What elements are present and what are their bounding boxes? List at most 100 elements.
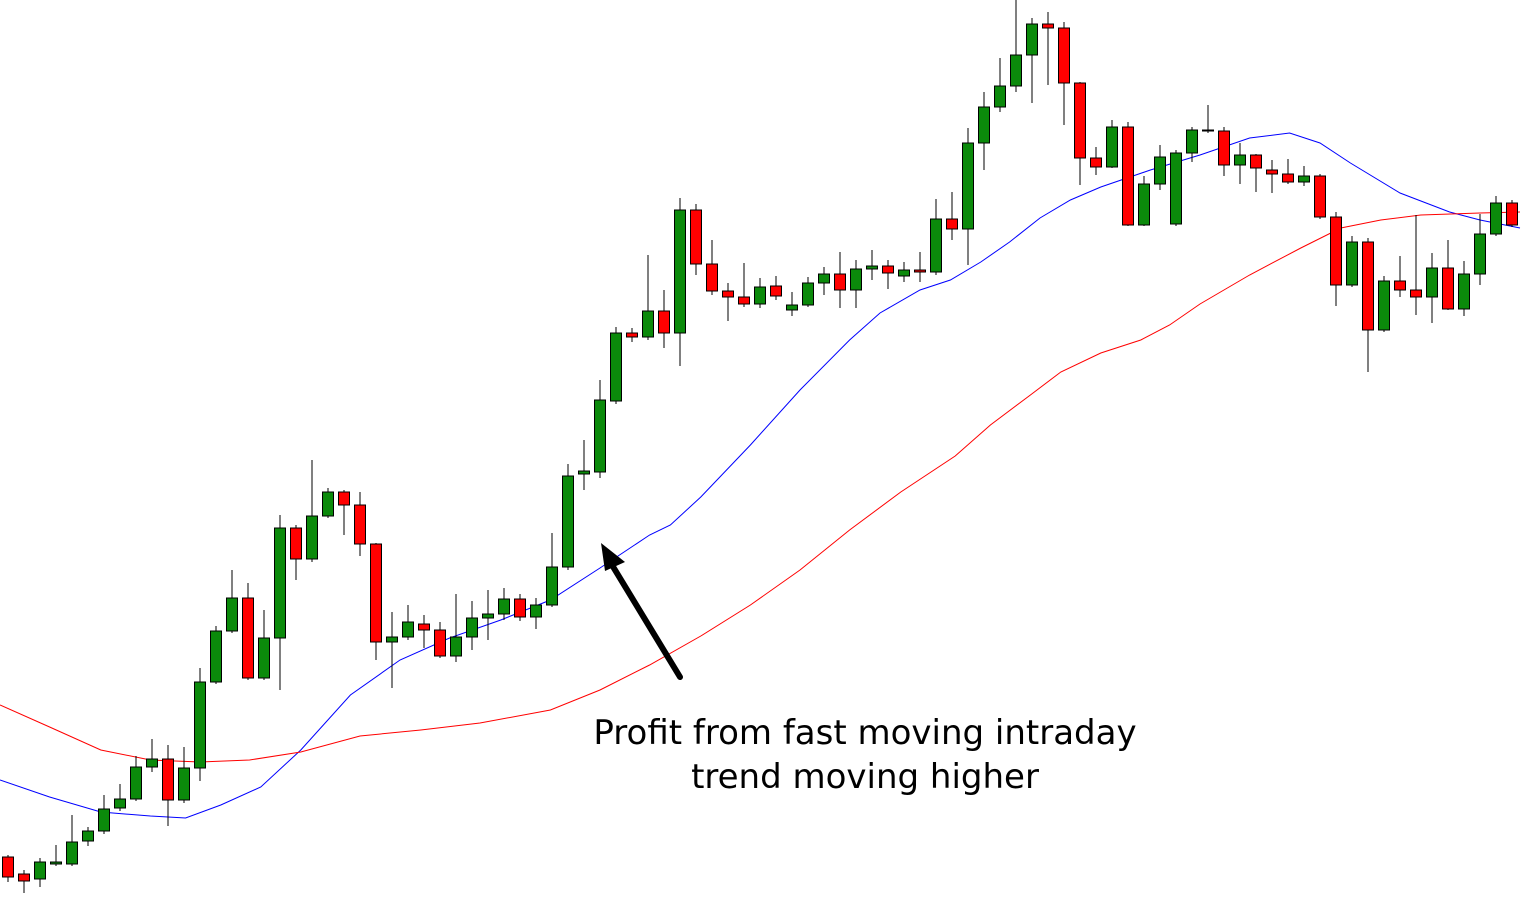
candle-body <box>66 841 78 865</box>
candle-body <box>1090 157 1102 168</box>
candle-body <box>1266 169 1278 175</box>
candle-body <box>530 604 542 618</box>
candle-body <box>1154 156 1166 185</box>
candle-body <box>1330 216 1342 286</box>
candle-body <box>1346 241 1358 286</box>
candle-body <box>210 630 222 683</box>
candle-body <box>1250 154 1262 169</box>
candle-body <box>290 527 302 560</box>
annotation: trend moving higher <box>691 757 1039 797</box>
candle-body <box>978 106 990 144</box>
candle-body <box>1218 130 1230 166</box>
candle-body <box>338 491 350 506</box>
moving-average-line <box>0 132 1521 819</box>
moving-averages <box>0 132 1521 819</box>
candle-body <box>818 273 830 284</box>
candle-body <box>50 861 62 865</box>
candle-body <box>2 856 14 878</box>
candle-body <box>610 332 622 402</box>
candle-body <box>1058 27 1070 84</box>
candle-body <box>1490 202 1502 235</box>
candle-body <box>114 798 126 809</box>
candle-body <box>802 282 814 306</box>
candle-body <box>834 273 846 291</box>
candle-body <box>1378 280 1390 331</box>
candle-body <box>594 399 606 473</box>
candle-body <box>706 263 718 292</box>
candle-body <box>1314 175 1326 218</box>
candle-body <box>658 310 670 334</box>
candle-body <box>418 623 430 631</box>
candle-body <box>18 873 30 882</box>
candle-body <box>786 304 798 311</box>
candle-body <box>1010 54 1022 87</box>
candle-body <box>322 491 334 517</box>
candle-body <box>946 218 958 230</box>
candle-body <box>1474 233 1486 275</box>
candle-body <box>930 218 942 273</box>
candle-body <box>194 681 206 769</box>
candle-body <box>1106 126 1118 168</box>
candles <box>2 0 1518 893</box>
arrow-head <box>601 543 625 571</box>
candle-body <box>690 209 702 265</box>
candle-body <box>354 504 366 545</box>
candle-body <box>1122 126 1134 226</box>
candle-body <box>1282 173 1294 183</box>
candle-body <box>306 515 318 560</box>
candle-body <box>738 296 750 305</box>
candle-body <box>1202 129 1214 132</box>
candle-body <box>482 613 494 619</box>
candle-body <box>1442 267 1454 310</box>
candle-body <box>1410 289 1422 298</box>
candle-body <box>146 758 158 768</box>
candle-body <box>498 598 510 615</box>
candle-body <box>546 566 558 606</box>
candle-body <box>258 637 270 679</box>
candle-body <box>386 636 398 643</box>
candle-body <box>226 597 238 632</box>
annotation: Profit from fast moving intraday <box>593 713 1136 753</box>
candle-body <box>626 332 638 338</box>
candle-body <box>722 290 734 298</box>
candle-body <box>882 265 894 274</box>
candle-body <box>1426 267 1438 298</box>
candle-body <box>578 470 590 475</box>
candle-body <box>1298 175 1310 183</box>
candle-body <box>898 269 910 277</box>
candle-body <box>370 543 382 643</box>
candle-body <box>1186 129 1198 154</box>
candle-body <box>162 758 174 801</box>
candle-body <box>1458 273 1470 310</box>
candle-body <box>642 310 654 338</box>
candle-body <box>770 285 782 297</box>
candle-body <box>1074 82 1086 159</box>
candle-body <box>1026 23 1038 56</box>
candle-body <box>1042 23 1054 29</box>
candle-body <box>1234 154 1246 166</box>
candle-body <box>914 269 926 273</box>
candle-body <box>34 861 46 880</box>
candle-body <box>962 142 974 230</box>
candle-body <box>1506 202 1518 226</box>
candle-body <box>178 767 190 801</box>
candle-body <box>242 597 254 679</box>
candle-body <box>674 209 686 334</box>
candle-body <box>98 808 110 832</box>
candle-body <box>1170 152 1182 225</box>
candle-body <box>82 830 94 842</box>
candle-body <box>754 286 766 305</box>
candle-body <box>1138 183 1150 226</box>
candle-body <box>994 85 1006 108</box>
candle-body <box>130 766 142 800</box>
candle-body <box>866 265 878 270</box>
moving-average-line <box>0 211 1521 763</box>
candle-body <box>274 527 286 639</box>
arrow-shaft <box>609 562 683 680</box>
candle-body <box>850 268 862 291</box>
candle-body <box>1362 241 1374 331</box>
candle-body <box>434 629 446 657</box>
candle-body <box>1394 280 1406 291</box>
